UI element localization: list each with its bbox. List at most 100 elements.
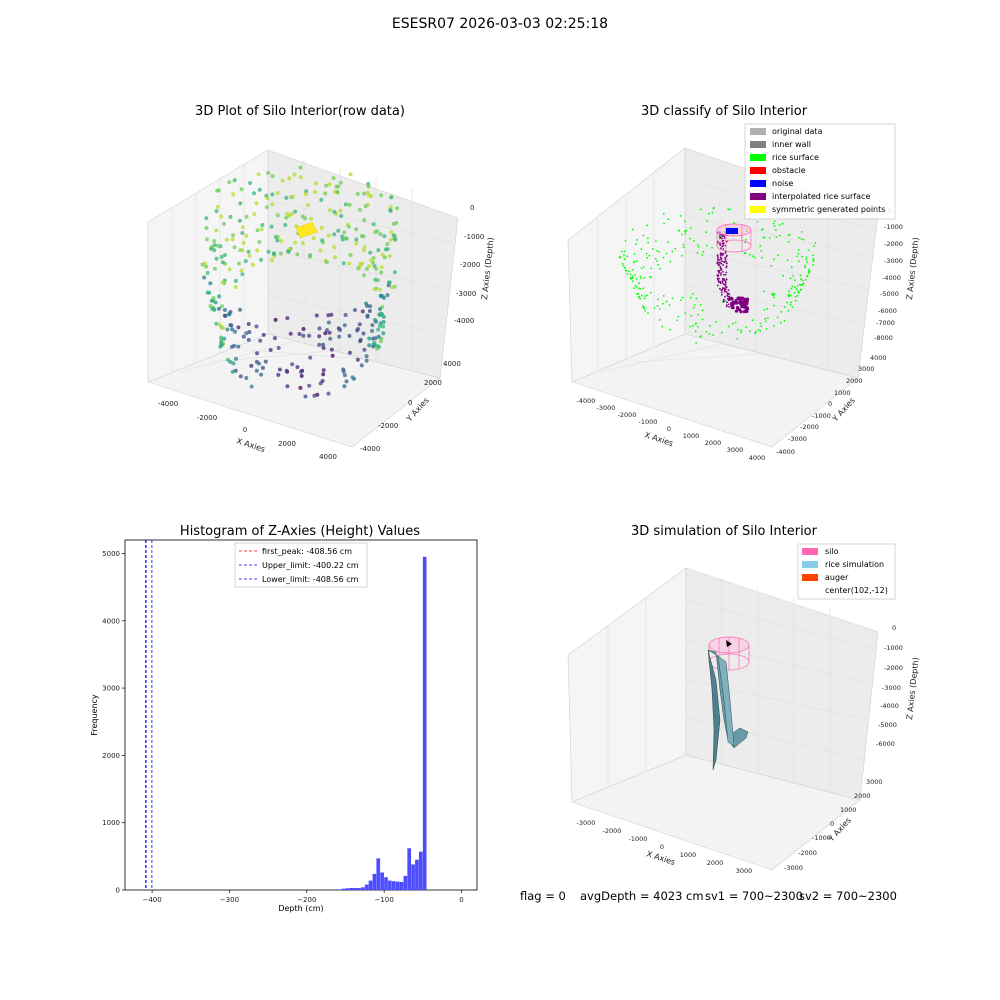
y-tick-label: 3000 xyxy=(102,685,120,693)
plot2-y-tick: -3000 xyxy=(788,435,807,443)
scatter-point xyxy=(306,203,311,208)
scatter-point xyxy=(642,234,645,237)
scatter-point xyxy=(260,365,265,370)
scatter-point xyxy=(236,261,241,266)
plot2-legend-label: rice surface xyxy=(772,153,819,162)
scatter-point xyxy=(352,308,357,312)
scatter-point xyxy=(802,282,805,285)
scatter-point xyxy=(743,303,747,307)
scatter-point xyxy=(727,289,730,292)
scatter-point xyxy=(692,307,695,309)
scatter-point xyxy=(635,286,638,289)
scatter-point xyxy=(307,383,312,388)
scatter-point xyxy=(624,240,627,242)
scatter-point xyxy=(726,293,729,295)
plot2-legend-label: noise xyxy=(772,179,793,188)
scatter-point xyxy=(791,285,794,288)
scatter-point xyxy=(254,324,259,329)
scatter-point xyxy=(323,191,328,196)
scatter-point xyxy=(276,346,281,350)
scatter-point xyxy=(307,333,312,338)
histogram-bar xyxy=(391,881,396,890)
scatter-point xyxy=(631,275,634,277)
scatter-point xyxy=(689,237,692,240)
plot4-3d-surface[interactable]: -3000 -2000 -1000 0 1000 2000 3000 X Axi… xyxy=(500,540,1000,880)
scatter-point xyxy=(215,204,220,209)
scatter-point xyxy=(728,293,731,295)
scatter-point xyxy=(314,313,319,318)
scatter-point xyxy=(367,193,371,198)
scatter-point xyxy=(689,325,692,328)
scatter-point xyxy=(256,172,261,177)
scatter-point xyxy=(246,322,251,326)
scatter-point xyxy=(257,240,262,244)
scatter-point xyxy=(753,256,756,259)
scatter-point xyxy=(278,251,283,256)
plot1-z-tick: -2000 xyxy=(460,261,480,269)
scatter-point xyxy=(275,191,280,195)
scatter-point xyxy=(696,251,699,254)
plot2-cylinder xyxy=(716,223,752,253)
scatter-point xyxy=(270,258,274,263)
scatter-point xyxy=(219,343,224,347)
scatter-point xyxy=(248,181,253,185)
plot1-z-tick: 0 xyxy=(470,204,474,212)
scatter-point xyxy=(636,293,638,295)
scatter-point xyxy=(343,313,348,317)
scatter-point xyxy=(338,328,342,332)
scatter-point xyxy=(699,335,702,338)
scatter-point xyxy=(719,244,722,247)
scatter-point xyxy=(221,326,225,331)
scatter-point xyxy=(790,266,793,269)
scatter-point xyxy=(754,330,757,333)
scatter-point xyxy=(324,260,329,265)
scatter-point xyxy=(790,287,793,290)
scatter-point xyxy=(324,183,329,188)
scatter-point xyxy=(321,346,326,350)
plot1-x-label: X Axies xyxy=(235,436,266,454)
scatter-point xyxy=(665,252,668,255)
scatter-point xyxy=(254,368,259,373)
histogram-bar xyxy=(353,887,357,890)
scatter-point xyxy=(729,208,731,211)
scatter-point xyxy=(790,301,792,304)
scatter-point xyxy=(222,221,226,226)
scatter-point xyxy=(339,214,344,218)
scatter-point xyxy=(716,259,719,261)
plot4-x-tick: 2000 xyxy=(707,859,724,867)
scatter-point xyxy=(678,229,680,232)
plot2-y-ticks: 4000 3000 2000 1000 0 -1000 -2000 -3000 … xyxy=(776,354,887,456)
scatter-point xyxy=(233,329,237,334)
scatter-point xyxy=(722,283,725,286)
plot1-3d-scatter[interactable]: -4000 -2000 0 2000 4000 X Axies 4000 200… xyxy=(0,120,500,480)
scatter-point xyxy=(321,372,326,377)
scatter-point xyxy=(794,279,796,282)
scatter-point xyxy=(266,249,271,254)
scatter-point xyxy=(372,287,377,292)
scatter-point xyxy=(360,309,365,314)
scatter-point xyxy=(801,255,803,258)
plot4-side-pane xyxy=(567,567,687,803)
scatter-point xyxy=(812,264,814,266)
scatter-point xyxy=(657,263,660,266)
plot2-z-tick: -2000 xyxy=(884,240,903,248)
scatter-point xyxy=(389,195,394,200)
plot2-3d-scatter[interactable]: -4000 -3000 -2000 -1000 0 1000 2000 3000… xyxy=(500,120,1000,480)
plot4-y-tick: -1000 xyxy=(812,834,831,842)
scatter-point xyxy=(751,319,754,322)
scatter-point xyxy=(301,241,305,246)
scatter-point xyxy=(645,252,648,255)
scatter-point xyxy=(223,314,228,318)
plot3-histogram[interactable]: −400 −300 −200 −100 0 010002000300040005000 … xyxy=(0,520,500,920)
scatter-point xyxy=(298,175,303,180)
plot4-y-ticks: 3000 2000 1000 0 -1000 -2000 -3000 xyxy=(784,778,883,872)
scatter-point xyxy=(238,201,243,206)
scatter-point xyxy=(773,225,776,228)
scatter-point xyxy=(265,196,270,201)
scatter-point xyxy=(788,290,790,293)
histogram-bar xyxy=(357,887,361,890)
scatter-point xyxy=(233,278,238,283)
scatter-point xyxy=(650,291,652,294)
scatter-point xyxy=(355,191,360,196)
scatter-point xyxy=(783,319,786,322)
